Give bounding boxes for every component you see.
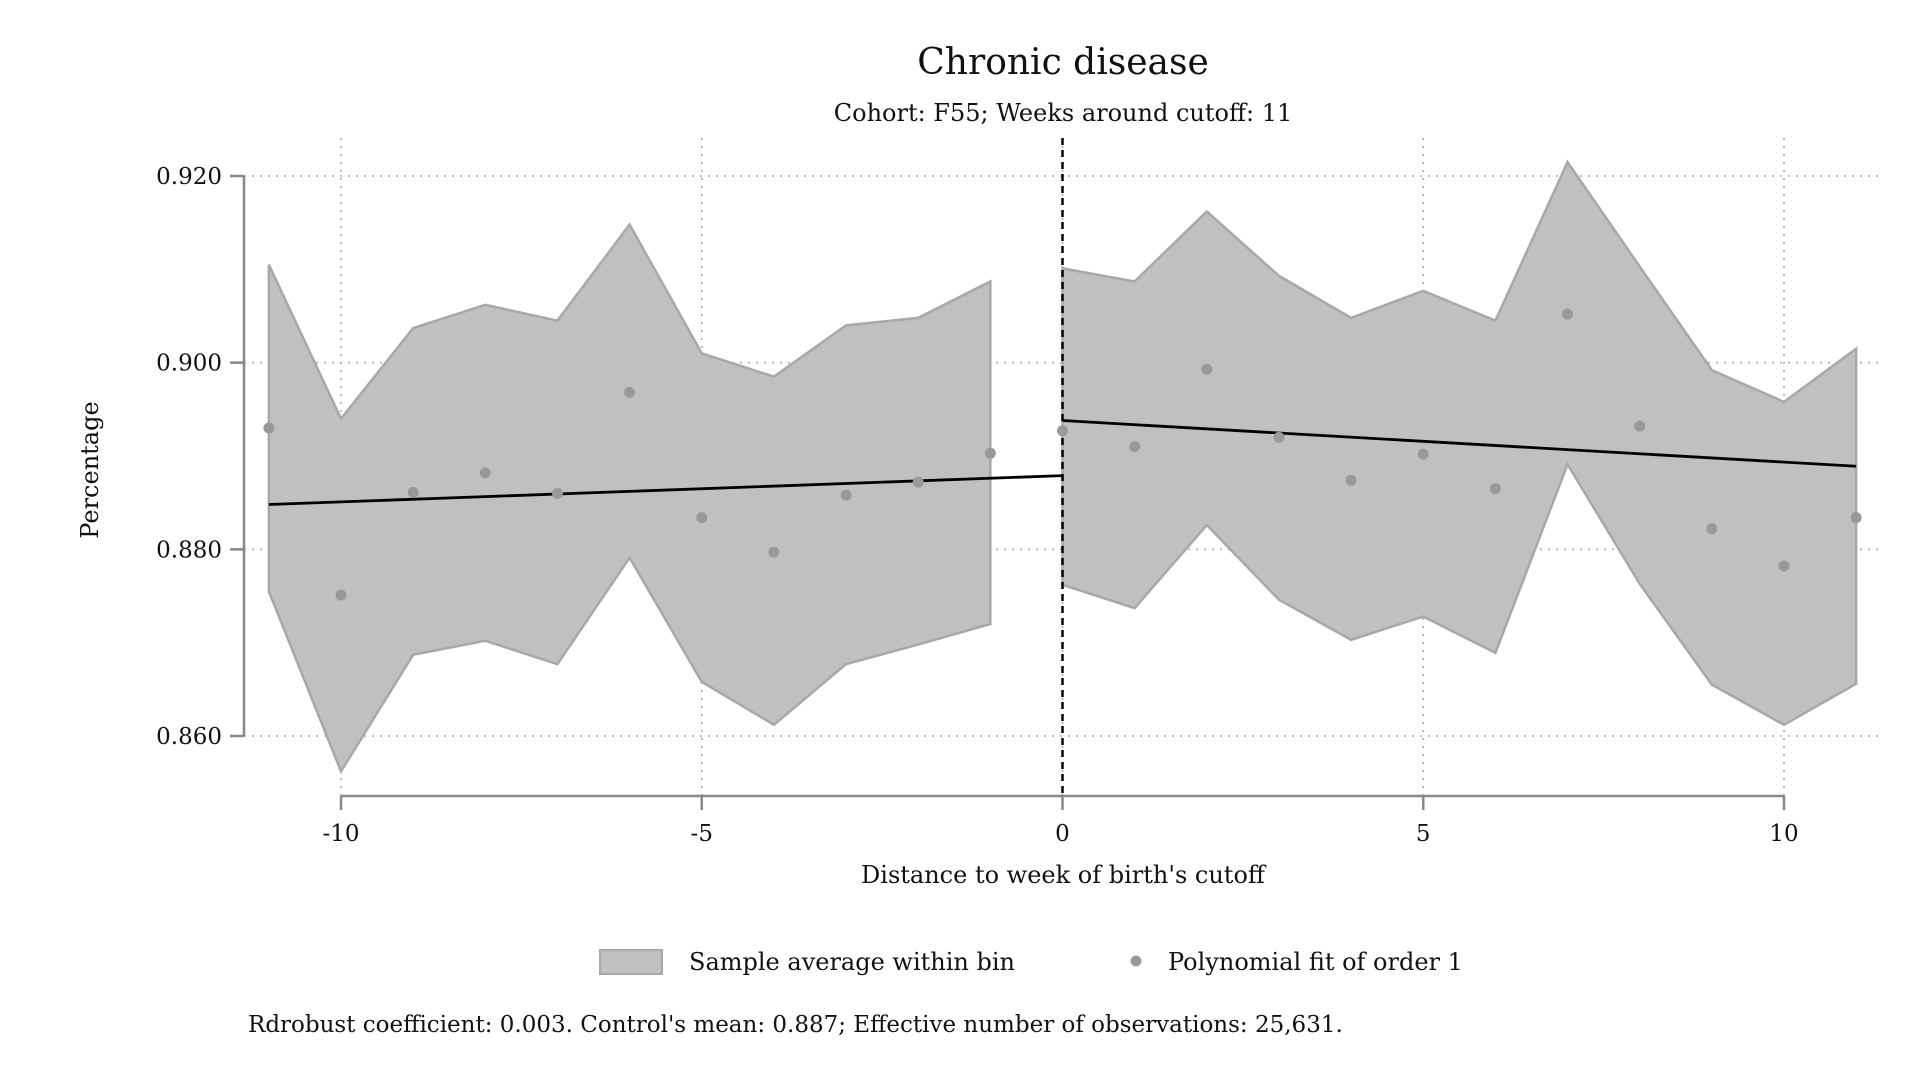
data-point	[1057, 425, 1068, 437]
x-axis-label: Distance to week of birth's cutoff	[861, 861, 1267, 889]
data-point	[912, 476, 924, 488]
x-tick-label: 5	[1416, 821, 1431, 847]
chart-title: Chronic disease	[917, 42, 1209, 83]
data-point	[1562, 308, 1574, 320]
data-point	[1129, 441, 1141, 453]
data-point	[335, 589, 347, 601]
y-tick-label: 0.880	[156, 537, 222, 563]
data-point	[551, 487, 563, 499]
data-point	[1706, 523, 1718, 535]
fit-lines	[268, 419, 1857, 506]
data-point	[1778, 560, 1790, 572]
legend-points-label: Polynomial fit of order 1	[1168, 948, 1463, 976]
x-tick-label: 0	[1055, 821, 1070, 847]
y-tick-label: 0.900	[156, 351, 222, 377]
data-point	[263, 422, 275, 434]
chart-subtitle: Cohort: F55; Weeks around cutoff: 11	[834, 99, 1293, 127]
legend-band-label: Sample average within bin	[689, 948, 1015, 976]
data-point	[407, 486, 419, 498]
y-axis-label: Percentage	[76, 401, 104, 538]
band-left	[267, 222, 992, 775]
footnote: Rdrobust coefficient: 0.003. Control's m…	[248, 1012, 1343, 1038]
x-tick-label: -5	[691, 821, 713, 847]
fit-line-right	[1062, 419, 1857, 468]
legend-band-swatch	[599, 949, 663, 975]
data-points	[263, 308, 1862, 601]
x-tick-label: 10	[1769, 821, 1798, 847]
data-point	[1201, 363, 1213, 375]
data-point	[768, 546, 780, 558]
y-tick-label: 0.860	[156, 724, 222, 750]
data-point	[1345, 474, 1357, 486]
axes	[230, 174, 1786, 810]
data-point	[984, 447, 996, 459]
data-point	[1634, 420, 1646, 432]
fit-line-left	[268, 474, 1063, 506]
y-tick-label: 0.920	[156, 164, 222, 190]
data-point	[1417, 448, 1429, 460]
data-point	[624, 387, 636, 399]
tick-labels: 0.860 0.880 0.900 0.920 -10 -5 0 5 10	[156, 164, 1799, 847]
data-point	[840, 489, 852, 501]
legend: Sample average within bin Polynomial fit…	[599, 948, 1463, 976]
data-point	[479, 467, 491, 479]
legend-point-marker	[1130, 955, 1142, 967]
x-tick-label: -10	[322, 821, 359, 847]
data-point	[1850, 512, 1862, 524]
data-point	[1273, 431, 1285, 443]
data-point	[1489, 483, 1501, 495]
data-point	[696, 512, 708, 524]
